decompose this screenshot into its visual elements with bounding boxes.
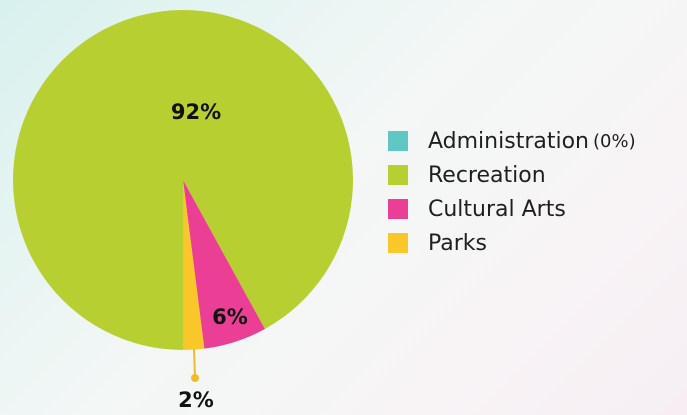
legend-note-administration: (0%) [592,130,636,152]
pie-slice-cultural-arts [183,180,265,349]
legend-swatch-parks [388,233,408,253]
pie-slices [13,10,354,351]
legend-swatch-administration [388,131,408,151]
cultural-arts-value-label: 6% [212,305,248,329]
chart-legend: Administration (0%) Recreation Cultural … [388,124,678,260]
legend-swatch-recreation [388,165,408,185]
legend-item-parks: Parks [388,226,678,260]
recreation-value-label: 92% [171,100,221,124]
parks-label-leader-line [193,348,196,379]
legend-item-cultural-arts: Cultural Arts [388,192,678,226]
legend-swatch-cultural-arts [388,199,408,219]
pie-slice-recreation [13,10,354,351]
legend-item-recreation: Recreation [388,158,678,192]
legend-label-parks: Parks [428,230,488,256]
legend-label-administration: Administration [428,128,589,154]
legend-label-cultural-arts: Cultural Arts [428,196,566,222]
pie-slice-parks [183,180,205,350]
parks-label-leader-dot [191,374,199,382]
legend-label-recreation: Recreation [428,162,546,188]
legend-item-administration: Administration (0%) [388,124,678,158]
parks-value-label: 2% [178,388,214,412]
